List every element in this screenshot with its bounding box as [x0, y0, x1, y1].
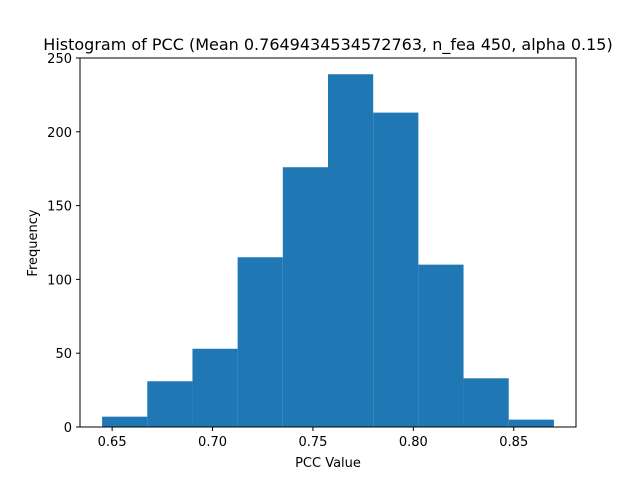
plot-frame: [79, 57, 577, 428]
y-tick-label: 0: [64, 421, 72, 436]
histogram-bar: [102, 416, 148, 427]
x-tick-label: 0.85: [499, 435, 528, 450]
x-axis-ticks: 0.65 0.70 0.75 0.80 0.85: [98, 427, 528, 450]
histogram-bar: [418, 264, 464, 427]
histogram-bar: [463, 378, 509, 427]
chart-title: Histogram of PCC (Mean 0.764943453457276…: [43, 35, 612, 55]
y-axis-ticks: 0 50 100 150 200 250: [47, 52, 80, 436]
x-tick-label: 0.75: [298, 435, 327, 450]
histogram-bar: [373, 112, 419, 427]
y-tick-label: 250: [47, 52, 72, 67]
histogram-bar: [237, 257, 283, 427]
histogram-bar: [508, 419, 554, 427]
bars-group: [102, 74, 554, 428]
histogram-bar: [282, 167, 328, 427]
x-axis-label: PCC Value: [295, 456, 361, 471]
y-axis-label: Frequency: [26, 209, 41, 276]
y-tick-label: 50: [55, 347, 72, 362]
x-tick-label: 0.65: [98, 435, 127, 450]
histogram-bar: [328, 74, 374, 428]
y-tick-label: 200: [47, 126, 72, 141]
y-tick-label: 100: [47, 273, 72, 288]
x-tick-label: 0.70: [198, 435, 227, 450]
histogram-bar: [192, 348, 238, 427]
y-tick-label: 150: [47, 200, 72, 215]
histogram-bar: [147, 381, 193, 427]
x-tick-label: 0.80: [399, 435, 428, 450]
